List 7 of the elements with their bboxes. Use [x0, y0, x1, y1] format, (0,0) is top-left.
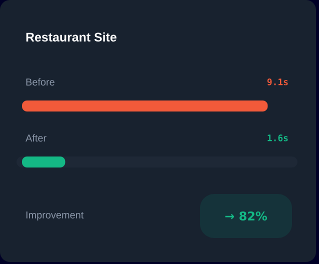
- text: Improvement: [26, 212, 84, 220]
- chart-title: Restaurant Site: [26, 32, 116, 42]
- data-label: 1.6s: [268, 134, 288, 142]
- y-tick-label: Before: [26, 78, 54, 86]
- text: → 82%: [225, 211, 268, 221]
- data-label: 9.1s: [267, 78, 288, 86]
- y-tick-label: After: [26, 134, 46, 142]
